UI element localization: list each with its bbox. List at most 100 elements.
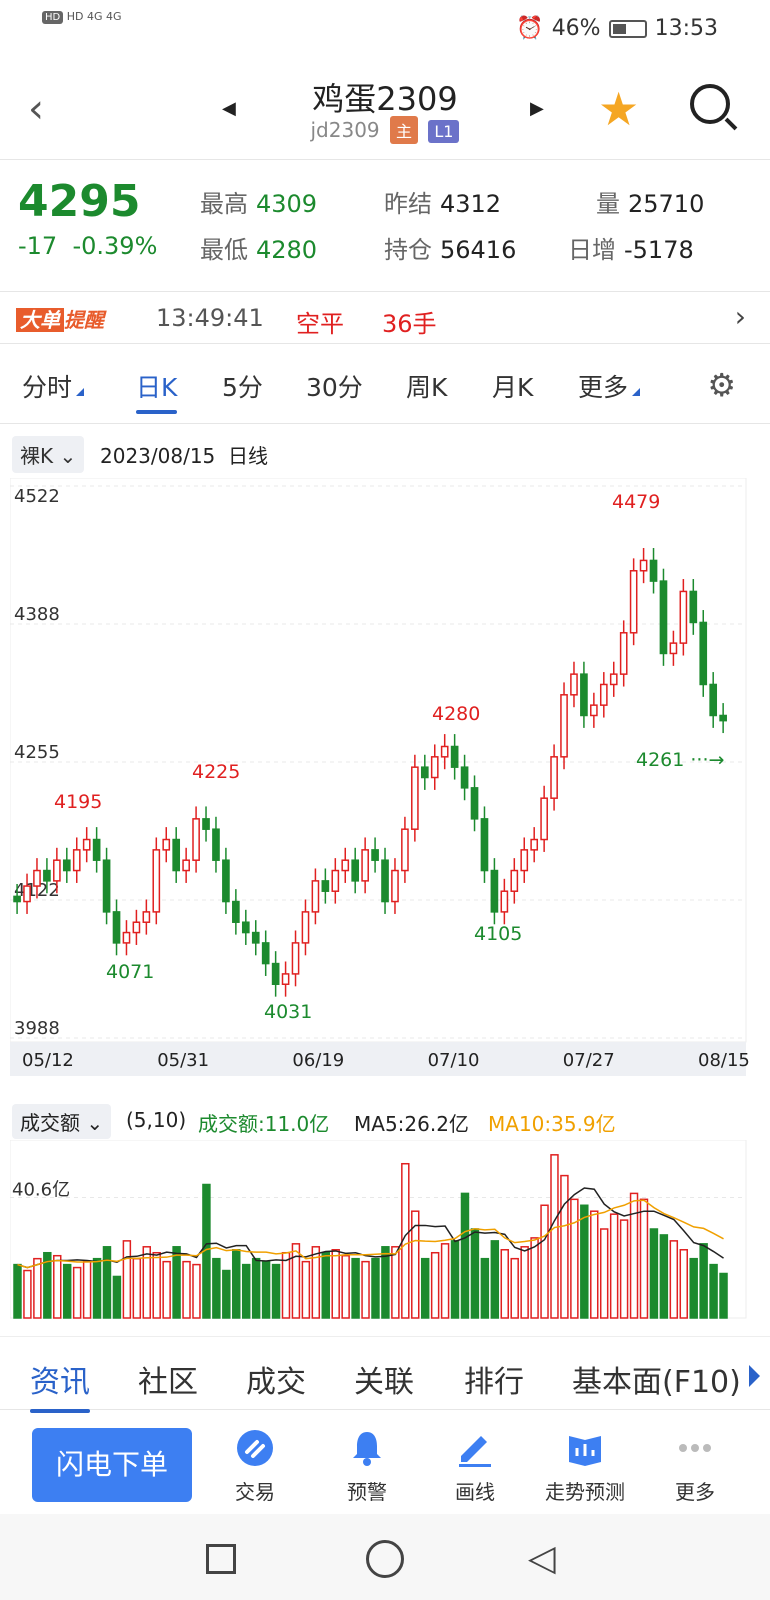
candle	[709, 683, 718, 717]
tab-intraday[interactable]: 分时	[22, 368, 85, 404]
volume-bar	[540, 1204, 549, 1319]
quote-panel: 4295 -17 -0.39% 最高 4309 最低 4280 昨结 4312 持仓 5…	[0, 160, 770, 292]
price-annotation: 4105	[474, 923, 522, 945]
candle	[281, 973, 290, 985]
volume-bar	[222, 1269, 231, 1319]
alert-button[interactable]: 预警	[312, 1428, 422, 1505]
volume-bar	[639, 1198, 649, 1319]
favorite-star-icon[interactable]: ★	[598, 82, 640, 136]
chevron-right-icon[interactable]: ›	[734, 300, 746, 333]
candle	[152, 849, 161, 913]
page-title: 鸡蛋2309	[312, 80, 458, 118]
home-icon[interactable]	[366, 1540, 404, 1578]
price-annotation: 4031	[264, 1001, 312, 1023]
volume-bar	[371, 1257, 380, 1319]
volume-bar	[241, 1263, 251, 1319]
gear-icon[interactable]: ⚙	[707, 366, 736, 404]
volume-bar	[560, 1174, 569, 1319]
price-annotation: 4261 ···→	[636, 749, 724, 771]
volume-bar	[699, 1243, 708, 1319]
back-icon[interactable]: ‹	[28, 86, 44, 132]
tab-more[interactable]: 更多	[578, 368, 641, 404]
candle	[420, 766, 429, 779]
y-tick-label: 4522	[14, 486, 60, 507]
tab-ranking[interactable]: 排行	[464, 1365, 524, 1400]
large-order-alert[interactable]: 大单 提醒 13:49:41 空平 36手 ›	[0, 294, 770, 344]
tab-trades[interactable]: 成交	[246, 1365, 306, 1400]
candle	[192, 818, 200, 861]
plot-area	[10, 478, 747, 1043]
x-axis-band	[10, 1042, 746, 1076]
header: ‹ ◀ 鸡蛋2309 jd2309 主 L1 ▶ ★	[0, 58, 770, 160]
open-interest-cell: 持仓 56416	[384, 236, 517, 264]
candle	[580, 673, 588, 717]
trend-forecast-button[interactable]: 走势预测	[530, 1428, 640, 1505]
volume-bar	[719, 1272, 728, 1319]
tab-weekly-k[interactable]: 周K	[406, 373, 448, 402]
tab-5min[interactable]: 5分	[222, 373, 263, 402]
more-button[interactable]: 更多	[640, 1428, 750, 1505]
kline-mode-select[interactable]: 裸K ⌄	[12, 436, 85, 473]
tab-30min[interactable]: 30分	[306, 373, 363, 402]
status-bar: HD HD 4G 4G ⏰ 46% 13:53	[0, 0, 770, 58]
tab-monthly-k[interactable]: 月K	[492, 373, 534, 402]
volume-bar	[271, 1263, 281, 1319]
bottom-toolbar: 闪电下单 交易 预警 画线 走势预测 更多	[0, 1410, 770, 1514]
volume-bar	[599, 1228, 609, 1319]
draw-line-button[interactable]: 画线	[420, 1428, 530, 1505]
volume-bar	[152, 1251, 161, 1319]
candle	[629, 570, 638, 634]
volume-mode-select[interactable]: 成交额 ⌄	[12, 1104, 112, 1139]
candle	[679, 590, 688, 644]
x-tick-label: 07/10	[428, 1050, 480, 1071]
candle	[72, 849, 81, 872]
recent-apps-icon[interactable]	[206, 1544, 236, 1574]
scroll-right-icon[interactable]	[749, 1365, 760, 1387]
candle	[102, 859, 111, 913]
volume-bar	[232, 1249, 241, 1319]
price-annotation: 4479	[612, 491, 660, 513]
tab-fundamentals[interactable]: 基本面(F10)	[572, 1365, 741, 1400]
tab-community[interactable]: 社区	[138, 1365, 198, 1400]
volume-bar	[33, 1257, 42, 1319]
candle	[609, 673, 618, 686]
x-tick-label: 05/12	[22, 1050, 74, 1071]
volume-bar	[162, 1260, 171, 1319]
candle	[450, 745, 459, 768]
candle	[490, 869, 499, 913]
candle	[53, 859, 61, 882]
back-nav-icon[interactable]: ◁	[528, 1538, 556, 1579]
next-contract-icon[interactable]: ▶	[530, 98, 544, 119]
candle	[669, 642, 678, 655]
volume-chart[interactable]: 40.6亿	[10, 1140, 760, 1324]
tab-daily-k[interactable]: 日K	[136, 368, 178, 414]
volume-bar	[500, 1249, 509, 1319]
candle	[520, 849, 529, 872]
candle	[440, 745, 449, 758]
volume-bar	[460, 1192, 470, 1319]
search-icon[interactable]	[690, 84, 730, 124]
candle	[639, 559, 648, 572]
y-tick-label: 4388	[14, 604, 60, 625]
volume-bar	[311, 1246, 321, 1319]
candle	[132, 921, 141, 934]
tab-news[interactable]: 资讯	[30, 1357, 90, 1413]
volume-bar	[142, 1246, 151, 1319]
volume-bar	[53, 1254, 62, 1319]
candle	[659, 580, 668, 655]
trade-button[interactable]: 交易	[200, 1428, 310, 1505]
bell-icon	[353, 1432, 381, 1466]
candle	[480, 818, 489, 872]
volume-bar	[619, 1219, 629, 1319]
flash-order-button[interactable]: 闪电下单	[32, 1428, 192, 1502]
period-tabs: 分时 日K 5分 30分 周K 月K 更多 ⚙	[0, 346, 770, 424]
volume-bar	[112, 1275, 122, 1319]
volume-bar	[649, 1228, 659, 1319]
prev-contract-icon[interactable]: ◀	[222, 98, 236, 119]
volume-bar	[172, 1246, 181, 1319]
candle	[43, 869, 51, 882]
tab-related[interactable]: 关联	[354, 1365, 414, 1400]
volume-bar	[391, 1246, 400, 1319]
candle	[719, 714, 727, 722]
